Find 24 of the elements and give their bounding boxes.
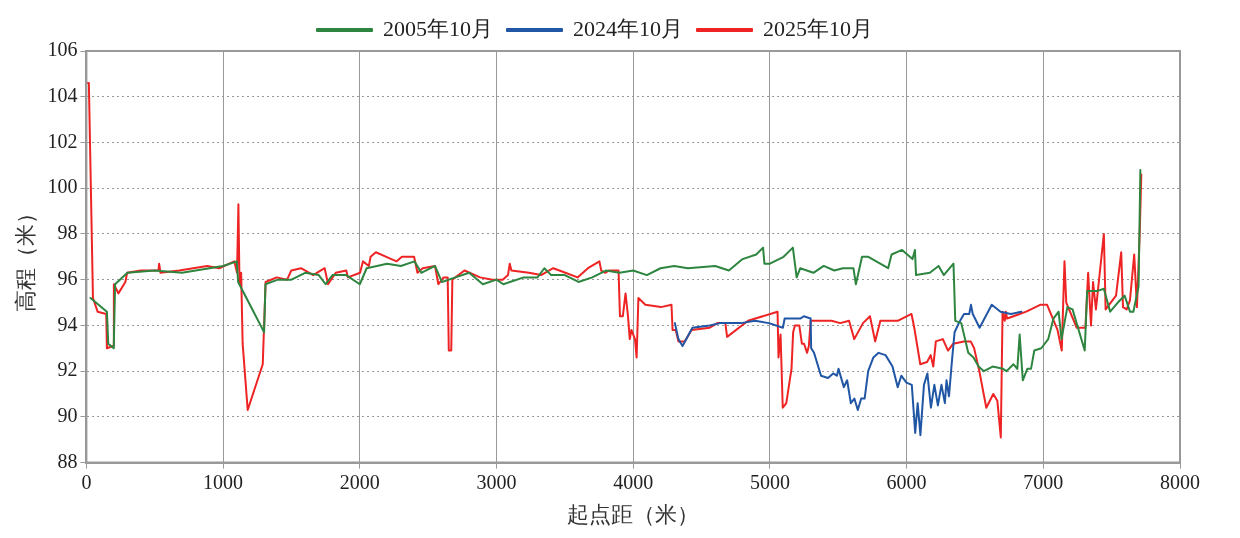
y-tick-label: 92 [57, 358, 78, 381]
x-tick-label: 7000 [1023, 470, 1064, 493]
y-axis-title: 高程（米） [12, 201, 38, 312]
x-tick-label: 0 [81, 470, 92, 493]
y-tick-label: 90 [57, 404, 78, 427]
y-tick-label: 88 [57, 449, 78, 472]
x-tick-label: 4000 [613, 470, 654, 493]
y-tick-label: 104 [47, 83, 78, 106]
y-tick-label: 106 [47, 38, 78, 61]
y-tick-label: 102 [47, 129, 78, 152]
x-axis-title: 起点距（米） [567, 501, 700, 527]
x-tick-label: 5000 [749, 470, 790, 493]
y-tick-label: 100 [47, 175, 78, 198]
x-tick-label: 1000 [203, 470, 244, 493]
legend-label: 2005年10月 [383, 15, 493, 41]
legend-label: 2025年10月 [763, 15, 873, 41]
y-tick-label: 96 [57, 266, 78, 289]
x-tick-label: 8000 [1160, 470, 1200, 493]
y-tick-label: 94 [57, 312, 78, 335]
x-tick-label: 6000 [886, 470, 927, 493]
x-tick-label: 3000 [476, 470, 517, 493]
legend-label: 2024年10月 [573, 15, 683, 41]
y-tick-label: 98 [57, 221, 78, 244]
x-tick-label: 2000 [339, 470, 380, 493]
